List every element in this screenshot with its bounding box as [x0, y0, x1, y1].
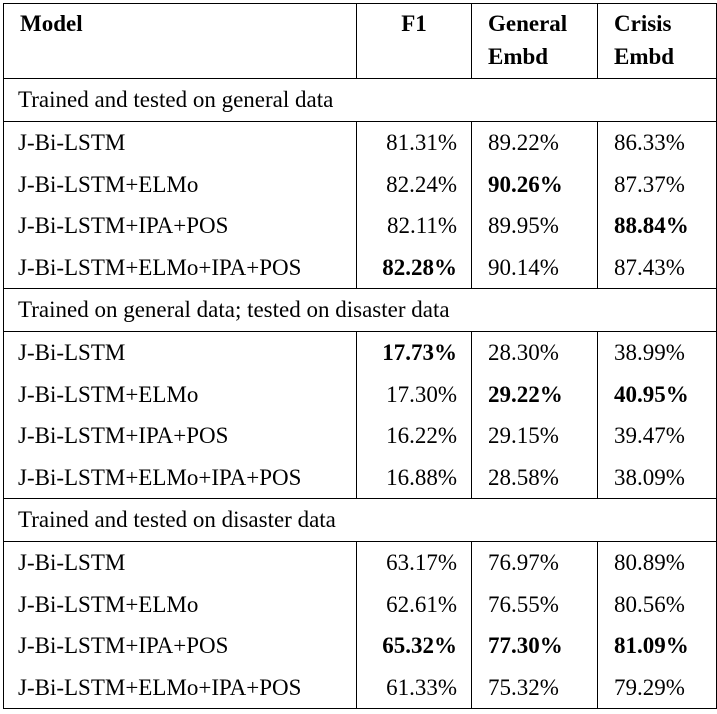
cell-crisis: 38.09%	[597, 456, 717, 499]
header-crisis-line2: Embd	[614, 44, 675, 69]
header-row: Model F1 General Embd Crisis Embd	[3, 3, 717, 79]
header-crisis-line1: Crisis	[614, 11, 672, 36]
cell-model: J-Bi-LSTM+ELMo	[3, 163, 357, 205]
cell-general: 89.95%	[471, 205, 598, 247]
results-table: Model F1 General Embd Crisis Embd Traine…	[3, 3, 717, 709]
cell-crisis: 86.33%	[597, 121, 717, 164]
cell-crisis: 80.56%	[597, 583, 717, 625]
cell-crisis: 40.95%	[597, 373, 717, 415]
cell-general: 89.22%	[471, 121, 598, 164]
table-row: J-Bi-LSTM 17.73% 28.30% 38.99%	[3, 331, 717, 374]
cell-general: 90.14%	[471, 246, 598, 289]
cell-general: 28.58%	[471, 456, 598, 499]
table-row: J-Bi-LSTM+ELMo+IPA+POS 82.28% 90.14% 87.…	[3, 246, 717, 289]
section-header-general-to-disaster: Trained on general data; tested on disas…	[3, 288, 717, 332]
cell-model: J-Bi-LSTM+ELMo+IPA+POS	[3, 246, 357, 289]
header-general-line1: General	[488, 11, 568, 36]
cell-f1: 82.24%	[356, 163, 472, 205]
cell-f1: 17.73%	[356, 331, 472, 374]
cell-general: 76.55%	[471, 583, 598, 625]
cell-general: 75.32%	[471, 666, 598, 709]
cell-f1: 82.11%	[356, 205, 472, 247]
cell-model: J-Bi-LSTM+IPA+POS	[3, 205, 357, 247]
cell-general: 29.22%	[471, 373, 598, 415]
cell-general: 77.30%	[471, 625, 598, 667]
cell-f1: 81.31%	[356, 121, 472, 164]
table-row: J-Bi-LSTM+IPA+POS 82.11% 89.95% 88.84%	[3, 205, 717, 247]
cell-crisis: 81.09%	[597, 625, 717, 667]
cell-crisis: 88.84%	[597, 205, 717, 247]
cell-f1: 82.28%	[356, 246, 472, 289]
cell-general: 90.26%	[471, 163, 598, 205]
section-title: Trained and tested on disaster data	[3, 498, 717, 542]
table-row: J-Bi-LSTM+ELMo 17.30% 29.22% 40.95%	[3, 373, 717, 415]
cell-f1: 16.88%	[356, 456, 472, 499]
table-row: J-Bi-LSTM+ELMo 62.61% 76.55% 80.56%	[3, 583, 717, 625]
header-general-line2: Embd	[488, 44, 549, 69]
cell-model: J-Bi-LSTM	[3, 121, 357, 164]
cell-crisis: 38.99%	[597, 331, 717, 374]
cell-crisis: 87.37%	[597, 163, 717, 205]
cell-f1: 16.22%	[356, 415, 472, 457]
header-crisis-embd: Crisis Embd	[597, 3, 717, 79]
cell-general: 29.15%	[471, 415, 598, 457]
table-row: J-Bi-LSTM+ELMo+IPA+POS 61.33% 75.32% 79.…	[3, 666, 717, 709]
cell-f1: 63.17%	[356, 541, 472, 584]
table-row: J-Bi-LSTM+IPA+POS 65.32% 77.30% 81.09%	[3, 625, 717, 667]
section-title: Trained and tested on general data	[3, 78, 717, 122]
table-row: J-Bi-LSTM+ELMo+IPA+POS 16.88% 28.58% 38.…	[3, 456, 717, 499]
cell-model: J-Bi-LSTM+ELMo	[3, 373, 357, 415]
cell-f1: 17.30%	[356, 373, 472, 415]
cell-general: 76.97%	[471, 541, 598, 584]
cell-general: 28.30%	[471, 331, 598, 374]
cell-crisis: 79.29%	[597, 666, 717, 709]
cell-model: J-Bi-LSTM	[3, 331, 357, 374]
section-title: Trained on general data; tested on disas…	[3, 288, 717, 332]
cell-model: J-Bi-LSTM+ELMo+IPA+POS	[3, 456, 357, 499]
cell-crisis: 39.47%	[597, 415, 717, 457]
cell-model: J-Bi-LSTM+IPA+POS	[3, 625, 357, 667]
section-header-disaster: Trained and tested on disaster data	[3, 498, 717, 542]
header-f1: F1	[356, 3, 472, 79]
header-general-embd: General Embd	[471, 3, 598, 79]
header-model: Model	[3, 3, 357, 79]
table-row: J-Bi-LSTM 81.31% 89.22% 86.33%	[3, 121, 717, 164]
cell-f1: 61.33%	[356, 666, 472, 709]
section-header-general: Trained and tested on general data	[3, 78, 717, 122]
cell-model: J-Bi-LSTM	[3, 541, 357, 584]
table-row: J-Bi-LSTM 63.17% 76.97% 80.89%	[3, 541, 717, 584]
table-row: J-Bi-LSTM+ELMo 82.24% 90.26% 87.37%	[3, 163, 717, 205]
cell-f1: 62.61%	[356, 583, 472, 625]
cell-model: J-Bi-LSTM+ELMo	[3, 583, 357, 625]
cell-model: J-Bi-LSTM+ELMo+IPA+POS	[3, 666, 357, 709]
cell-crisis: 87.43%	[597, 246, 717, 289]
cell-f1: 65.32%	[356, 625, 472, 667]
table-row: J-Bi-LSTM+IPA+POS 16.22% 29.15% 39.47%	[3, 415, 717, 457]
cell-crisis: 80.89%	[597, 541, 717, 584]
cell-model: J-Bi-LSTM+IPA+POS	[3, 415, 357, 457]
